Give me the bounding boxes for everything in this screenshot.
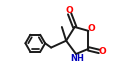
Text: O: O [66,6,73,15]
Text: NH: NH [70,54,84,63]
Text: O: O [88,24,96,33]
Text: O: O [99,47,106,56]
